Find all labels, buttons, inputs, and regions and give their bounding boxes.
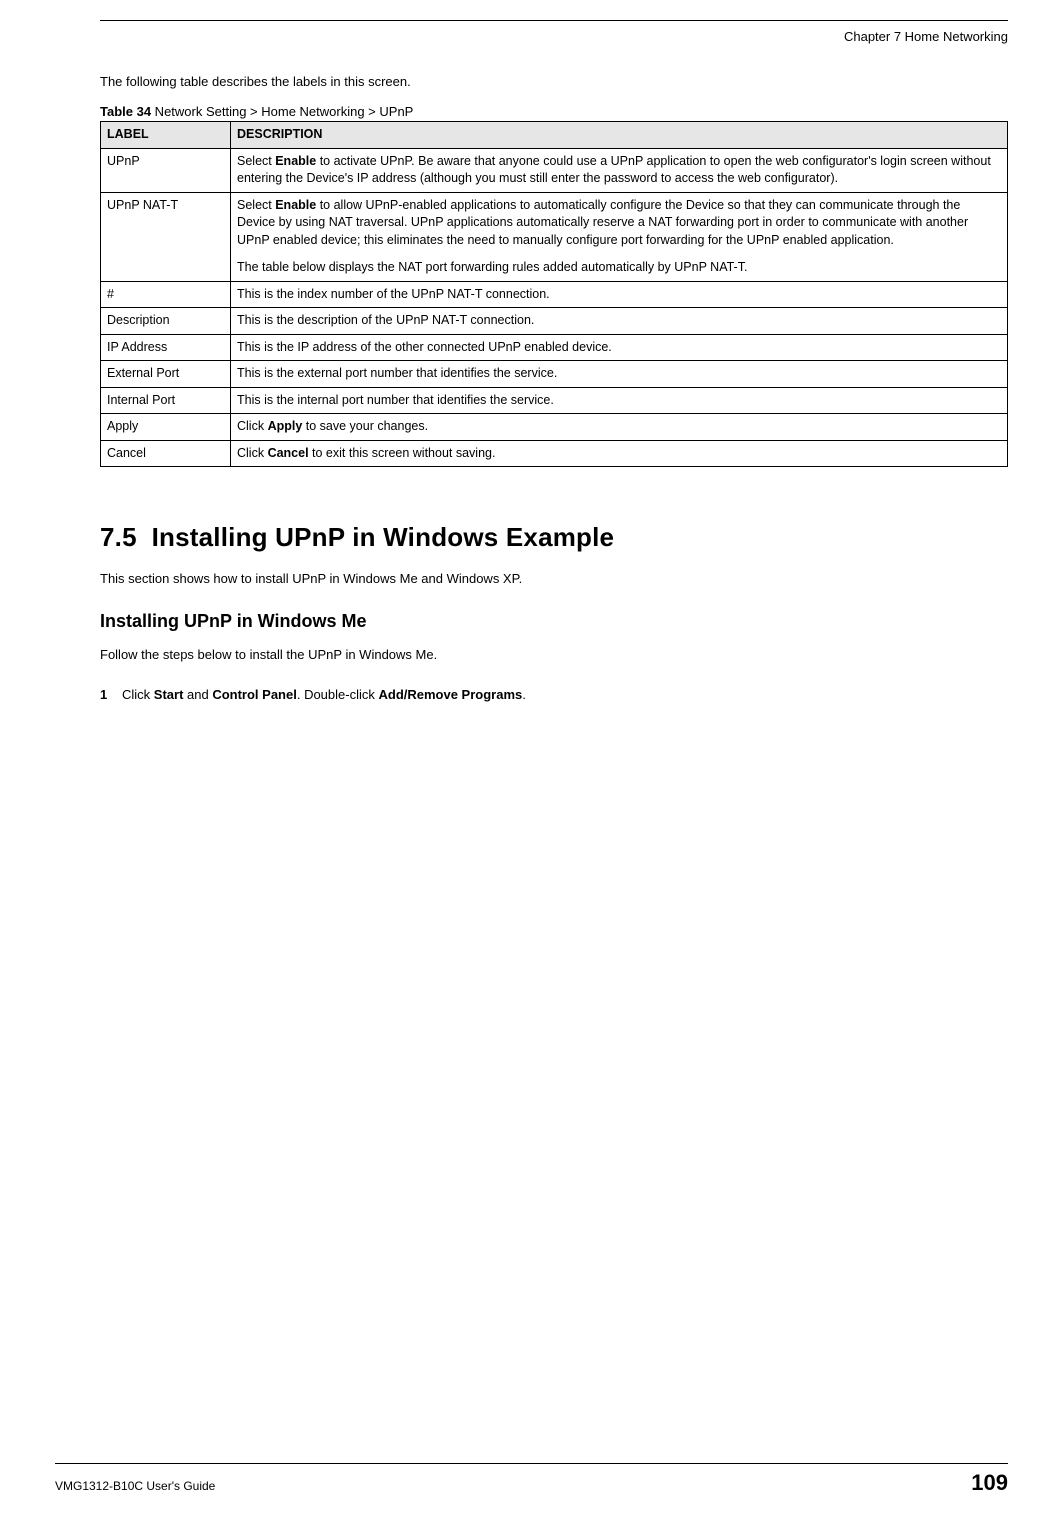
desc-text: Click: [237, 419, 268, 433]
description-table: LABEL DESCRIPTION UPnP Select Enable to …: [100, 121, 1008, 467]
step-frag: and: [183, 687, 212, 702]
table-header-row: LABEL DESCRIPTION: [101, 122, 1008, 149]
step-bold: Control Panel: [212, 687, 297, 702]
header-rule: [100, 20, 1008, 21]
section-body: This section shows how to install UPnP i…: [100, 571, 1008, 586]
cell-desc: This is the IP address of the other conn…: [231, 334, 1008, 361]
intro-text: The following table describes the labels…: [100, 74, 1008, 89]
desc-bold: Enable: [275, 154, 316, 168]
cell-desc: This is the index number of the UPnP NAT…: [231, 281, 1008, 308]
desc-bold: Apply: [268, 419, 303, 433]
cell-label: Cancel: [101, 440, 231, 467]
subsection-heading: Installing UPnP in Windows Me: [100, 611, 1008, 632]
desc-text: Select: [237, 154, 275, 168]
step-text: Click Start and Control Panel. Double-cl…: [122, 687, 526, 702]
cell-desc: This is the internal port number that id…: [231, 387, 1008, 414]
cell-desc: Select Enable to allow UPnP-enabled appl…: [231, 192, 1008, 281]
desc-bold: Enable: [275, 198, 316, 212]
desc-text: to allow UPnP-enabled applications to au…: [237, 198, 968, 247]
cell-label: External Port: [101, 361, 231, 388]
step-bold: Start: [154, 687, 184, 702]
cell-label: #: [101, 281, 231, 308]
table-row: UPnP Select Enable to activate UPnP. Be …: [101, 148, 1008, 192]
step-frag: .: [522, 687, 526, 702]
step-bold: Add/Remove Programs: [378, 687, 522, 702]
cell-desc: This is the external port number that id…: [231, 361, 1008, 388]
cell-desc: Click Apply to save your changes.: [231, 414, 1008, 441]
section-title-text: Installing UPnP in Windows Example: [152, 522, 615, 552]
table-row: External Port This is the external port …: [101, 361, 1008, 388]
desc-text: Click: [237, 446, 268, 460]
step-item: 1 Click Start and Control Panel. Double-…: [100, 687, 1008, 702]
footer-page-number: 109: [971, 1470, 1008, 1496]
col-description: DESCRIPTION: [231, 122, 1008, 149]
col-label: LABEL: [101, 122, 231, 149]
page: Chapter 7 Home Networking The following …: [0, 0, 1063, 1524]
desc-bold: Cancel: [268, 446, 309, 460]
page-footer: VMG1312-B10C User's Guide 109: [55, 1463, 1008, 1496]
desc-paragraph: The table below displays the NAT port fo…: [237, 259, 1001, 277]
cell-desc: Click Cancel to exit this screen without…: [231, 440, 1008, 467]
desc-text: to activate UPnP. Be aware that anyone c…: [237, 154, 991, 186]
desc-paragraph: Select Enable to allow UPnP-enabled appl…: [237, 197, 1001, 250]
cell-label: Description: [101, 308, 231, 335]
chapter-header: Chapter 7 Home Networking: [100, 29, 1008, 44]
table-row: IP Address This is the IP address of the…: [101, 334, 1008, 361]
step-frag: Click: [122, 687, 154, 702]
section-number: 7.5: [100, 522, 137, 552]
section-heading: 7.5 Installing UPnP in Windows Example: [100, 522, 1008, 553]
step-frag: . Double-click: [297, 687, 379, 702]
cell-label: Apply: [101, 414, 231, 441]
subsection-body: Follow the steps below to install the UP…: [100, 647, 1008, 662]
cell-desc: This is the description of the UPnP NAT-…: [231, 308, 1008, 335]
step-number: 1: [100, 687, 122, 702]
cell-label: UPnP: [101, 148, 231, 192]
table-row: Internal Port This is the internal port …: [101, 387, 1008, 414]
cell-label: UPnP NAT-T: [101, 192, 231, 281]
desc-text: to exit this screen without saving.: [309, 446, 496, 460]
desc-text: Select: [237, 198, 275, 212]
footer-guide-name: VMG1312-B10C User's Guide: [55, 1479, 215, 1493]
desc-text: to save your changes.: [302, 419, 428, 433]
table-caption: Table 34 Network Setting > Home Networki…: [100, 104, 1008, 119]
table-row: Cancel Click Cancel to exit this screen …: [101, 440, 1008, 467]
table-breadcrumb: Network Setting > Home Networking > UPnP: [151, 104, 413, 119]
table-row: Description This is the description of t…: [101, 308, 1008, 335]
table-row: # This is the index number of the UPnP N…: [101, 281, 1008, 308]
cell-label: Internal Port: [101, 387, 231, 414]
table-row: Apply Click Apply to save your changes.: [101, 414, 1008, 441]
table-row: UPnP NAT-T Select Enable to allow UPnP-e…: [101, 192, 1008, 281]
cell-desc: Select Enable to activate UPnP. Be aware…: [231, 148, 1008, 192]
table-number: Table 34: [100, 104, 151, 119]
cell-label: IP Address: [101, 334, 231, 361]
